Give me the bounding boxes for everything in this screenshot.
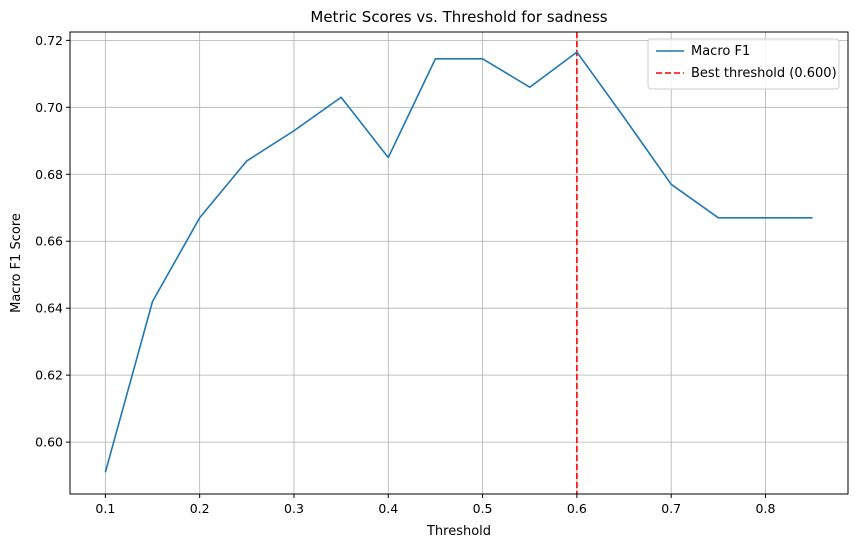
y-tick-label: 0.66 (35, 234, 63, 249)
legend-box (647, 38, 840, 90)
y-tick-label: 0.64 (35, 301, 63, 316)
y-tick-label: 0.70 (35, 100, 63, 115)
grid-lines (70, 32, 848, 494)
y-tick-label: 0.62 (35, 368, 63, 383)
legend-label-best-threshold: Best threshold (0.600) (691, 66, 837, 81)
x-tick-label: 0.7 (661, 501, 681, 516)
chart-title: Metric Scores vs. Threshold for sadness (310, 8, 607, 26)
y-tick-label: 0.68 (35, 167, 63, 182)
x-axis-ticks: 0.1 0.2 0.3 0.4 0.5 0.6 0.7 0.8 (95, 494, 775, 516)
x-tick-label: 0.3 (284, 501, 304, 516)
legend: Macro F1 Best threshold (0.600) (647, 38, 840, 90)
x-axis-label: Threshold (426, 524, 491, 539)
x-tick-label: 0.2 (190, 501, 210, 516)
x-tick-label: 0.8 (756, 501, 776, 516)
y-axis-ticks: 0.60 0.62 0.64 0.66 0.68 0.70 0.72 (35, 33, 70, 450)
x-tick-label: 0.5 (473, 501, 493, 516)
plot-frame (69, 31, 849, 495)
x-tick-label: 0.1 (95, 501, 115, 516)
x-tick-label: 0.4 (378, 501, 398, 516)
legend-label-macro-f1: Macro F1 (691, 44, 750, 59)
y-tick-label: 0.72 (35, 33, 63, 48)
y-tick-label: 0.60 (35, 435, 63, 450)
series-line-macro-f1 (104, 51, 813, 473)
y-axis-label: Macro F1 Score (9, 213, 24, 313)
x-tick-label: 0.6 (567, 501, 587, 516)
series-layer (104, 51, 813, 473)
